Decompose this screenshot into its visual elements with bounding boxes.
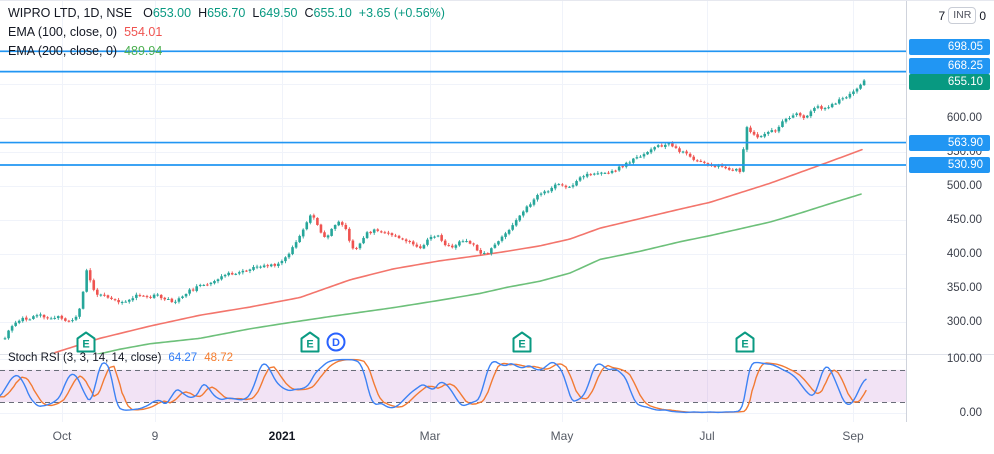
stoch-tick-100.00: 100.00 bbox=[946, 353, 982, 365]
earnings-event-badge[interactable]: E bbox=[512, 331, 532, 353]
price-level-badge-698.05[interactable]: 698.05 bbox=[909, 38, 990, 55]
currency-toggle-button[interactable]: INR bbox=[948, 7, 977, 24]
open-value: 653.00 bbox=[152, 5, 192, 20]
svg-text:D: D bbox=[332, 337, 340, 349]
time-tick-Jul: Jul bbox=[699, 429, 715, 443]
top-right-widget: 7 INR 0 bbox=[939, 7, 986, 24]
stoch-k-value: 64.27 bbox=[168, 352, 198, 364]
price-tick-500.00: 500.00 bbox=[946, 180, 982, 192]
ema200-label: EMA (200, close, 0) bbox=[8, 43, 118, 58]
high-group: H656.70 bbox=[198, 5, 246, 20]
earnings-event-badge[interactable]: E bbox=[300, 331, 320, 353]
time-tick-9: 9 bbox=[151, 429, 159, 443]
svg-text:E: E bbox=[82, 339, 89, 351]
price-tick-450.00: 450.00 bbox=[946, 214, 982, 226]
ema100-label: EMA (100, close, 0) bbox=[8, 24, 118, 39]
symbol-title: WIPRO LTD, 1D, NSE bbox=[8, 5, 133, 20]
svg-text:E: E bbox=[306, 339, 313, 351]
svg-text:E: E bbox=[741, 339, 748, 351]
close-value: 655.10 bbox=[313, 5, 352, 20]
stoch-rsi-legend[interactable]: Stoch RSI (3, 3, 14, 14, close) 64.27 48… bbox=[8, 352, 233, 364]
time-tick-Oct: Oct bbox=[52, 429, 72, 443]
top-right-left-digit: 7 bbox=[938, 8, 946, 23]
price-level-badge-563.90[interactable]: 563.90 bbox=[909, 134, 990, 151]
time-tick-May: May bbox=[550, 429, 574, 443]
high-value: 656.70 bbox=[207, 5, 246, 20]
close-group: C655.10 bbox=[304, 5, 352, 20]
low-group: L649.50 bbox=[252, 5, 298, 20]
ema100-legend-row[interactable]: EMA (100, close, 0) 554.01 bbox=[8, 22, 445, 41]
svg-text:E: E bbox=[518, 339, 525, 351]
ema200-legend-row[interactable]: EMA (200, close, 0) 489.94 bbox=[8, 41, 445, 60]
earnings-event-badge[interactable]: E bbox=[76, 331, 96, 353]
symbol-legend: WIPRO LTD, 1D, NSE O653.00 H656.70 L649.… bbox=[8, 3, 445, 60]
symbol-ohlc-row[interactable]: WIPRO LTD, 1D, NSE O653.00 H656.70 L649.… bbox=[8, 3, 445, 22]
low-value: 649.50 bbox=[259, 5, 298, 20]
ema100-value: 554.01 bbox=[124, 24, 163, 39]
price-level-badge-530.90[interactable]: 530.90 bbox=[909, 157, 990, 173]
time-tick-Sep: Sep bbox=[842, 429, 864, 443]
price-tick-300.00: 300.00 bbox=[946, 316, 982, 328]
open-group: O653.00 bbox=[143, 5, 192, 20]
earnings-event-badge[interactable]: E bbox=[735, 331, 755, 353]
price-axis[interactable]: 600.00 550.00 500.00 450.00 400.00 350.00 300.… bbox=[906, 1, 994, 422]
dividend-event-badge[interactable]: D bbox=[326, 331, 346, 353]
price-level-badge-668.25[interactable]: 668.25 bbox=[909, 57, 990, 74]
time-tick-2021: 2021 bbox=[268, 429, 296, 443]
top-right-right-digit: 0 bbox=[979, 8, 986, 23]
time-axis[interactable]: Oct 9 2021 Mar May Jul Sep bbox=[0, 422, 994, 454]
ema200-value: 489.94 bbox=[124, 43, 163, 58]
change-value: +3.65 (+0.56%) bbox=[358, 5, 445, 20]
price-tick-350.00: 350.00 bbox=[946, 282, 982, 294]
stoch-rsi-label: Stoch RSI (3, 3, 14, 14, close) bbox=[8, 352, 162, 364]
stoch-tick-0.00: 0.00 bbox=[959, 407, 982, 419]
stoch-d-value: 48.72 bbox=[204, 352, 233, 364]
price-tick-400.00: 400.00 bbox=[946, 248, 982, 260]
last-price-badge[interactable]: 655.10 bbox=[909, 73, 990, 90]
time-tick-Mar: Mar bbox=[419, 429, 441, 443]
price-tick-600.00: 600.00 bbox=[946, 112, 982, 124]
